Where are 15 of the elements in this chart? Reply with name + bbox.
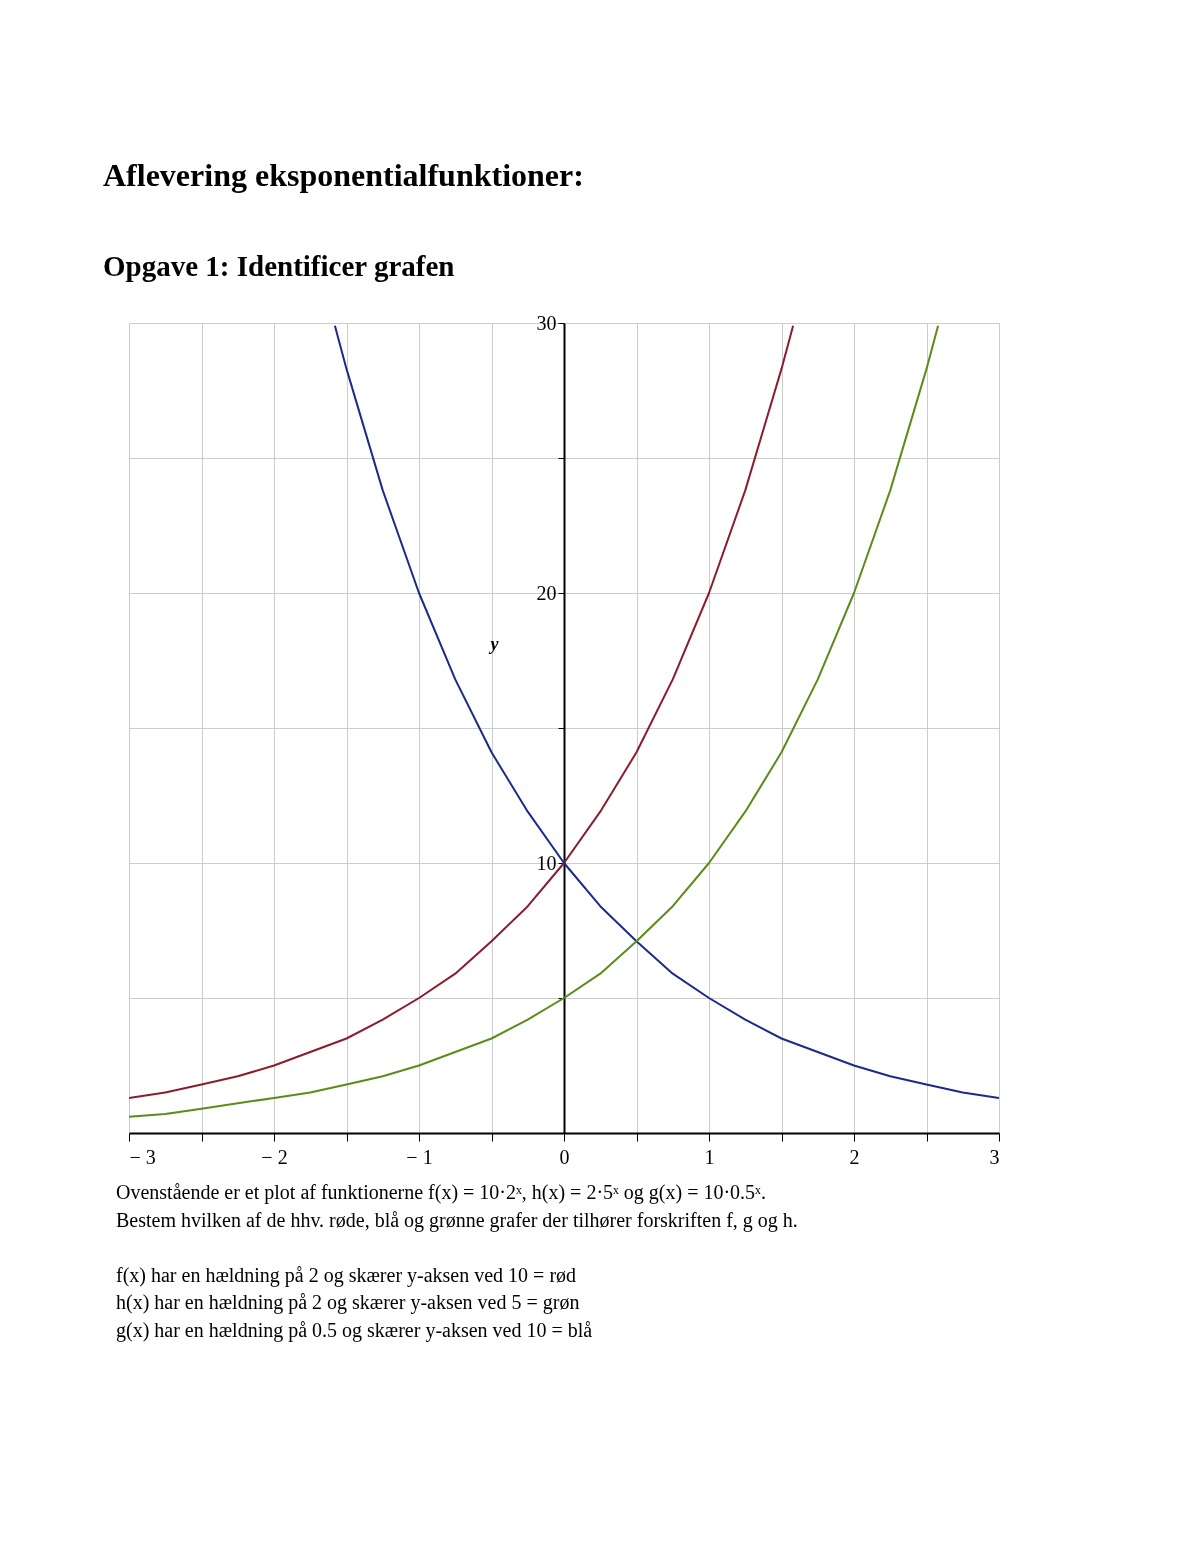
y-tick-label: 30 xyxy=(536,311,557,334)
x-tick-label: − 3 xyxy=(129,1145,156,1168)
chart-subtitle: Opgave 1: Identificer grafen xyxy=(103,250,455,282)
x-tick-label: − 1 xyxy=(406,1145,433,1168)
x-tick-label: 1 xyxy=(704,1145,715,1168)
x-tick-label: − 2 xyxy=(261,1145,288,1168)
text: f(x) har en hældning på 2 og skærer y-aksen ved 10 = rød h(x) har en hældning på 2 og skærer y-aksen ved 5 = grøn g(x) har en hældning på 0.5 og skærer y-aksen ved 10 = blå xyxy=(116,1263,593,1342)
y-axis-title: y xyxy=(488,633,500,654)
y-tick-label: 10 xyxy=(536,851,557,874)
x-tick-label: 3 xyxy=(989,1145,1000,1168)
x-tick-label: 0 xyxy=(559,1145,570,1168)
y-tick-label: 20 xyxy=(536,581,557,604)
text: Ovenstående er et plot af funktionerne f(x) = 10·2ˣ, h(x) = 2·5ˣ og g(x) = 10·0.5ˣ. Bestem hvilken af de hhv. røde, blå og grønne grafer der tilhører forskriften f, g og h. xyxy=(116,1181,798,1232)
x-tick-label: 2 xyxy=(849,1145,860,1168)
chart-title: Aflevering eksponentialfunktioner: xyxy=(103,157,584,193)
